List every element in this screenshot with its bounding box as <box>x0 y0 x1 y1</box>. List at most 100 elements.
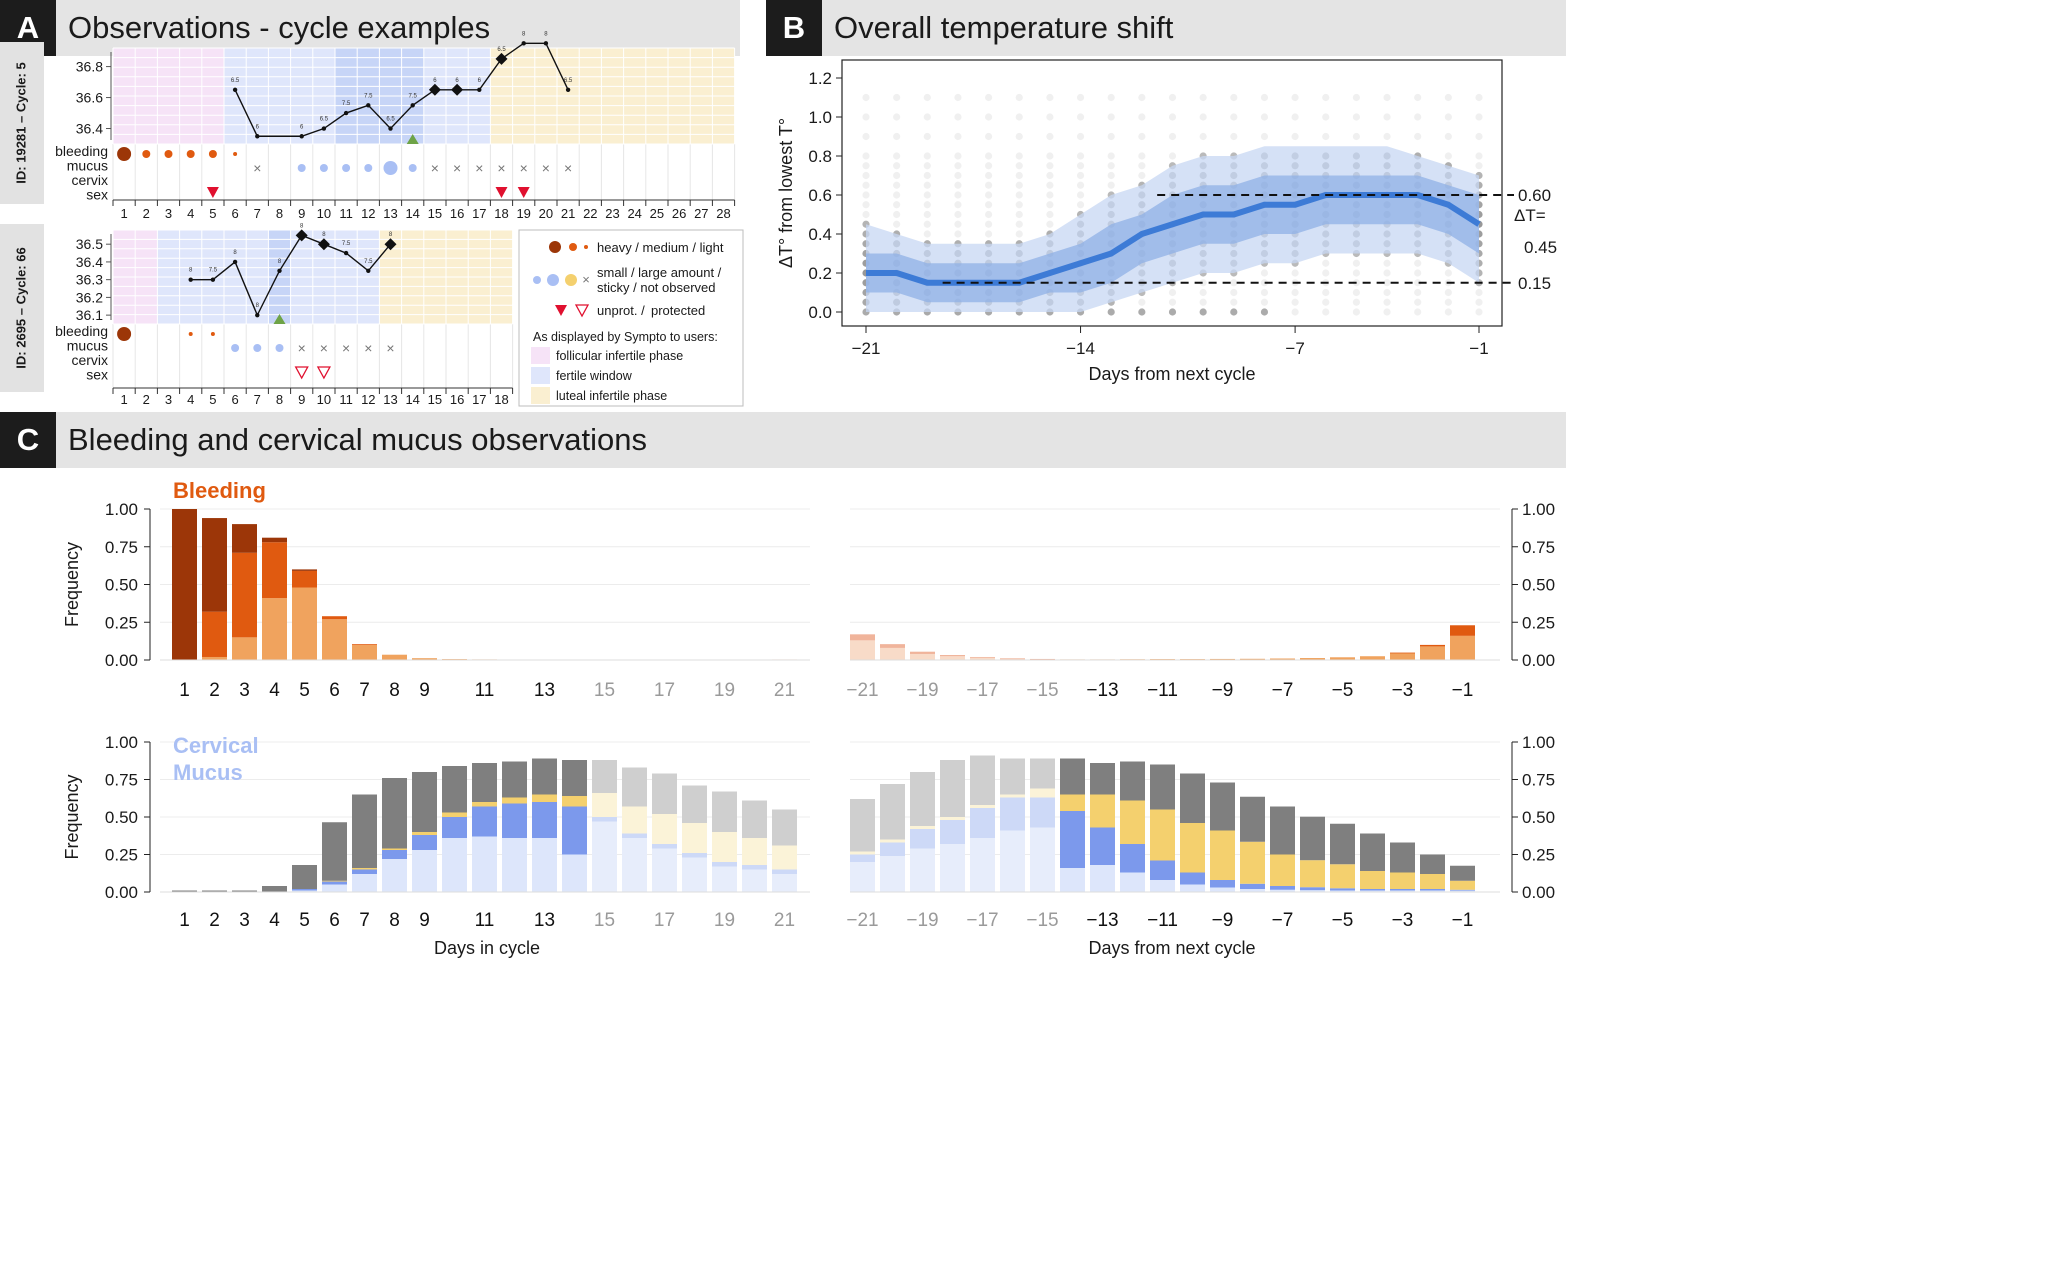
observation-dot <box>923 191 931 199</box>
observation-dot <box>1291 269 1299 277</box>
x-tick-label: 15 <box>594 680 615 701</box>
bar-segment <box>880 839 905 843</box>
bar-segment <box>970 656 995 658</box>
bar-segment <box>352 794 377 868</box>
bar-segment <box>970 755 995 805</box>
mucus-not-observed-marker: × <box>497 160 505 176</box>
x-tick-label: −17 <box>966 910 998 931</box>
observation-dot <box>1414 259 1422 267</box>
x-tick-label: −15 <box>1026 910 1058 931</box>
bar-segment <box>352 869 377 874</box>
x-tick-label: 7 <box>359 910 370 931</box>
x-tick-label: −13 <box>1086 910 1118 931</box>
bar-segment <box>1180 884 1205 892</box>
x-tick-label: −21 <box>846 680 878 701</box>
bar-segment <box>1030 788 1055 798</box>
y-tick-label: 0.25 <box>105 613 138 632</box>
bar-segment <box>1450 635 1475 660</box>
observation-dot <box>985 113 993 121</box>
sex-marker <box>517 187 530 198</box>
panel-a-title: Observations - cycle examples <box>68 10 491 45</box>
observation-dot <box>954 171 962 180</box>
observation-dot <box>1352 308 1360 316</box>
temperature-point-label: 8 <box>389 232 393 238</box>
legend-mucus-text-2: sticky / not observed <box>597 280 716 295</box>
x-tick-label: 6 <box>329 680 340 701</box>
legend-luteal-text: luteal infertile phase <box>556 389 667 403</box>
bar-segment <box>202 656 227 660</box>
bar-segment <box>1300 890 1325 892</box>
y-tick-label: 0.00 <box>105 883 138 902</box>
observation-dot <box>954 230 962 238</box>
bar-segment <box>352 868 377 870</box>
temperature-point-label: 7.5 <box>342 101 351 107</box>
bar-segment <box>880 644 905 648</box>
x-tick-label: 5 <box>299 680 310 701</box>
bar-segment <box>322 884 347 892</box>
observation-dot <box>1414 298 1422 306</box>
legend-header: As displayed by Sympto to users: <box>533 330 718 344</box>
observation-dot <box>1138 308 1146 316</box>
x-tick-label: −17 <box>966 680 998 701</box>
day-number: 18 <box>494 392 508 407</box>
bar-segment <box>442 817 467 838</box>
day-number: 2 <box>143 206 150 221</box>
band-25-75 <box>866 175 1479 303</box>
temperature-point <box>295 229 308 242</box>
x-tick-label: 8 <box>389 680 400 701</box>
bar-segment <box>352 644 377 660</box>
temperature-point <box>299 134 304 139</box>
observation-dot <box>923 210 931 219</box>
day-number: 17 <box>472 392 486 407</box>
bar-segment <box>940 760 965 817</box>
bar-segment <box>622 838 647 892</box>
observation-dot <box>1414 269 1422 277</box>
bar-segment <box>322 880 347 882</box>
bar-segment <box>1360 889 1385 891</box>
temperature-point-label: 8 <box>522 31 526 37</box>
observation-dot <box>1260 288 1269 297</box>
bar-segment <box>910 848 935 892</box>
bar-segment <box>910 826 935 829</box>
plot-frame <box>841 59 1503 327</box>
y-tick-label: 0.00 <box>1522 651 1555 670</box>
observation-dot <box>1230 113 1238 121</box>
bar-segment <box>562 760 587 796</box>
bar-segment <box>172 509 197 660</box>
temperature-point-label: 7.5 <box>409 93 418 99</box>
observation-dot <box>985 152 993 160</box>
observation-dot <box>862 162 870 170</box>
bar-segment <box>1150 809 1175 861</box>
bleeding-marker <box>233 152 238 156</box>
day-number: 2 <box>143 392 150 407</box>
bar-segment <box>850 854 875 862</box>
legend-mucus-text-1: small / large amount / <box>597 265 722 280</box>
day-number: 22 <box>583 206 597 221</box>
bar-segment <box>1390 890 1415 892</box>
y-tick-label: 36.4 <box>76 254 103 270</box>
observation-dot <box>1015 230 1023 238</box>
temperature-point <box>451 83 464 96</box>
bar-segment <box>1300 887 1325 891</box>
temperature-point-label: 6.5 <box>320 117 329 123</box>
observation-dot <box>1475 288 1483 297</box>
cycle-id-strip <box>0 42 44 204</box>
bar-segment <box>910 829 935 849</box>
bar-segment <box>412 658 437 660</box>
bleeding-marker <box>117 327 132 341</box>
temperature-point-label: 8 <box>233 250 237 256</box>
bar-segment <box>772 874 797 892</box>
observation-dot <box>862 152 870 160</box>
observation-dot <box>1168 152 1177 160</box>
observation-dot <box>893 201 901 209</box>
observation-dot <box>893 181 901 189</box>
y-tick-label: 0.75 <box>1522 771 1555 790</box>
observation-dot <box>1076 93 1085 102</box>
x-tick-label: −5 <box>1332 910 1354 931</box>
observation-dot <box>1322 308 1330 316</box>
bar-segment <box>1360 656 1385 660</box>
x-tick-label: 9 <box>419 910 430 931</box>
x-tick-label: −14 <box>1066 339 1095 358</box>
observation-dot <box>1260 279 1269 287</box>
sex-marker <box>294 366 309 380</box>
